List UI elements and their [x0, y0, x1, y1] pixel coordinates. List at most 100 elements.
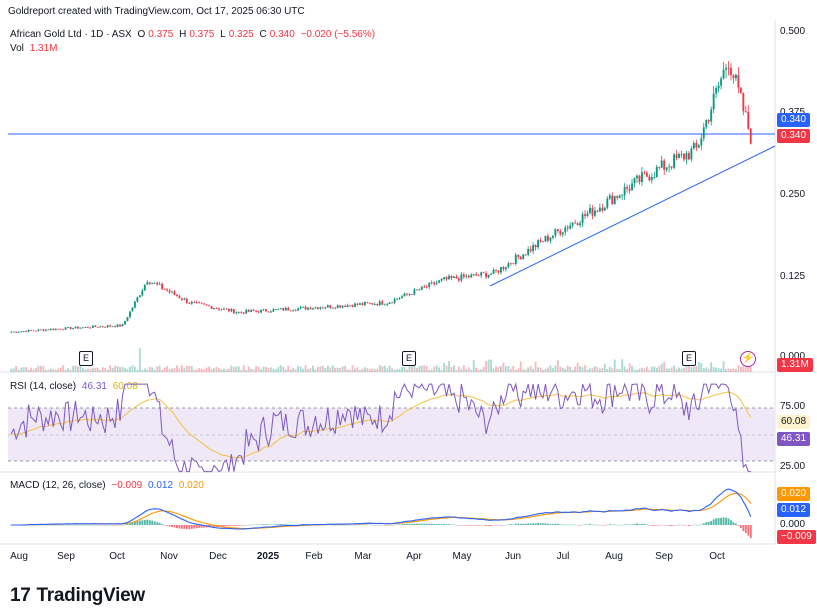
candle-body [621, 195, 624, 197]
lightning-icon[interactable]: ⚡ [740, 351, 756, 367]
volume-bar [116, 366, 119, 372]
volume-bar [104, 367, 107, 372]
earnings-marker[interactable]: E [79, 351, 93, 366]
volume-bar [245, 369, 248, 372]
macd-hist-bar [141, 520, 144, 525]
macd-hist-bar [527, 523, 530, 525]
volume-bar [156, 366, 159, 372]
macd-hist-bar [665, 525, 668, 526]
volume-bar [487, 359, 490, 372]
macd-hist-bar [213, 525, 215, 528]
volume-bar [425, 366, 428, 372]
macd-hist-bar [138, 520, 141, 525]
candle-body [631, 183, 633, 191]
time-axis-label: Apr [406, 551, 422, 562]
volume-bar [418, 366, 421, 372]
macd-hist-bar [455, 524, 458, 526]
macd-hist-bar [59, 524, 62, 526]
volume-bar [687, 365, 690, 372]
volume-bar [631, 365, 633, 372]
volume-bar [438, 367, 441, 372]
candle-body [166, 289, 168, 291]
volume-bar [109, 365, 112, 372]
candle-body [579, 223, 582, 226]
macd-hist-bar [475, 525, 478, 526]
candle-body [450, 276, 453, 278]
macd-hist-bar [576, 525, 579, 526]
macd-hist-bar [606, 524, 609, 526]
candle-body [284, 307, 287, 311]
volume-bar [564, 368, 567, 372]
macd-hist-bar [393, 524, 396, 526]
volume-bar [457, 366, 460, 372]
macd-hist-bar [74, 524, 77, 526]
candle-body [435, 282, 438, 285]
candle-body [302, 306, 305, 308]
candle-body [690, 148, 693, 160]
candle-body [408, 294, 411, 295]
macd-hist-bar [401, 524, 403, 525]
macd-hist-bar [702, 523, 705, 525]
volume-bar [39, 365, 42, 372]
tradingview-logo[interactable]: 17 TradingView [10, 585, 145, 607]
volume-bar [153, 369, 156, 372]
volume-bar [680, 368, 683, 372]
candle-body [346, 305, 349, 307]
volume-bar [49, 368, 52, 372]
volume-bar [537, 367, 539, 372]
volume-bar [618, 369, 621, 372]
volume-bar [143, 368, 146, 372]
volume-bar [611, 368, 614, 372]
candle-body [438, 280, 441, 283]
candle-body [129, 311, 131, 318]
macd-hist-bar [504, 524, 507, 526]
volume-bar [445, 365, 448, 372]
volume-bar [126, 368, 129, 372]
volume-bar [556, 360, 559, 372]
macd-hist-bar [537, 523, 539, 525]
macd-hist-bar [514, 523, 517, 525]
time-axis-label: 2025 [256, 551, 280, 562]
volume-bar [346, 369, 349, 372]
candle-body [697, 145, 700, 148]
candle-body [433, 282, 436, 285]
candle-body [591, 207, 594, 216]
volume-bar [203, 369, 206, 372]
open-value: 0.375 [148, 29, 174, 40]
volume-bar [349, 369, 352, 372]
volume-bar [628, 363, 631, 372]
candle-body [44, 329, 47, 331]
macd-hist-bar [72, 524, 75, 526]
candle-body [747, 111, 750, 129]
volume-bar [72, 365, 75, 372]
macd-hist-bar [156, 522, 159, 525]
volume-bar [158, 365, 161, 372]
macd-hist-bar [52, 524, 55, 526]
candle-body [551, 235, 554, 238]
candle-body [27, 329, 30, 332]
volume-bar [252, 369, 255, 372]
candle-body [121, 324, 124, 327]
candle-body [542, 241, 544, 243]
candle-body [524, 254, 527, 256]
volume-bar [69, 369, 72, 372]
candle-body [628, 188, 631, 191]
volume-bar [10, 368, 13, 372]
volume-bar [589, 368, 591, 372]
macd-hist-bar [445, 524, 448, 525]
volume-bar [262, 366, 265, 372]
volume-bar [519, 361, 522, 372]
candle-body [687, 153, 690, 160]
macd-hist-bar [131, 522, 134, 525]
volume-bar [94, 368, 97, 372]
candle-body [398, 298, 401, 300]
volume-bar [163, 367, 166, 372]
volume-bar [260, 369, 262, 372]
time-axis-label: Nov [160, 551, 178, 562]
earnings-marker[interactable]: E [402, 351, 416, 366]
macd-hist-bar [62, 524, 65, 526]
volume-bar [195, 369, 198, 372]
macd-hist-bar [589, 523, 591, 525]
earnings-marker[interactable]: E [682, 351, 696, 366]
